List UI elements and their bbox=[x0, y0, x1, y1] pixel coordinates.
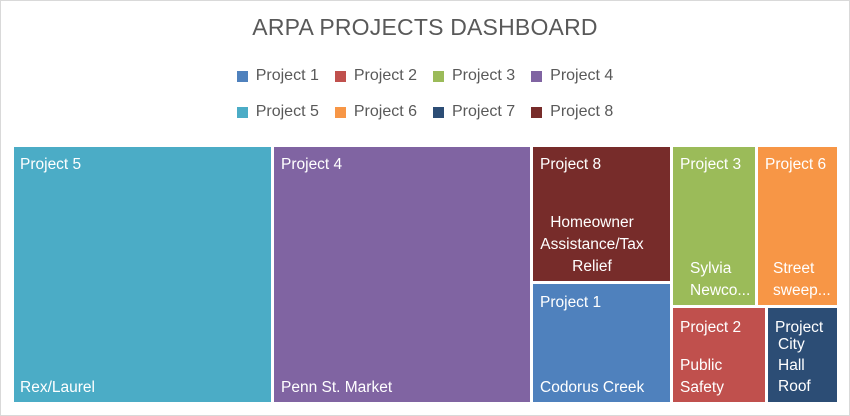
treemap-rect bbox=[758, 147, 837, 305]
treemap-tile-project-8: Project 8 Homeowner Assistance/Tax Relief bbox=[533, 147, 670, 281]
legend-swatch bbox=[236, 70, 248, 82]
treemap-rect bbox=[14, 147, 271, 402]
treemap-rect bbox=[673, 308, 765, 402]
treemap-tile-project-2: Project 2 Public Safety bbox=[673, 308, 765, 402]
legend-label: Project 5 bbox=[255, 103, 319, 120]
tile-item-label: Rex/Laurel bbox=[20, 379, 95, 396]
legend-swatch bbox=[433, 70, 444, 82]
legend-item-project-1: Project 1 bbox=[236, 67, 319, 85]
legend-label: Project 7 bbox=[452, 103, 516, 120]
legend-swatch bbox=[433, 106, 444, 118]
legend-item-project-5: Project 5 bbox=[236, 103, 319, 121]
tile-item-label: Penn St. Market bbox=[281, 379, 393, 396]
legend-label: Project 3 bbox=[452, 67, 516, 84]
legend-item-project-8: Project 8 bbox=[531, 103, 613, 121]
legend-swatch bbox=[531, 106, 543, 118]
legend-item-project-3: Project 3 bbox=[433, 67, 515, 85]
legend-row-1: Project 1 Project 2 Project 3 Project 4 bbox=[0, 67, 850, 85]
tile-series-label: Project 1 bbox=[540, 294, 601, 311]
treemap-tile-project-3: Project 3 Sylvia Newco... bbox=[673, 147, 755, 305]
legend-item-project-6: Project 6 bbox=[334, 103, 417, 121]
legend-label: Project 8 bbox=[550, 103, 614, 120]
tile-item-label: Sylvia Newco... bbox=[690, 260, 750, 299]
legend-swatch bbox=[236, 106, 248, 118]
legend-label: Project 6 bbox=[353, 103, 417, 120]
tile-series-label: Project 4 bbox=[281, 156, 343, 173]
legend-item-project-4: Project 4 bbox=[531, 67, 613, 85]
tile-item-label: Public Safety bbox=[680, 357, 724, 396]
chart-title: ARPA PROJECTS DASHBOARD bbox=[252, 14, 598, 40]
tile-item-label: Codorus Creek bbox=[540, 379, 644, 396]
legend-label: Project 2 bbox=[353, 67, 417, 84]
legend-item-project-2: Project 2 bbox=[334, 67, 417, 85]
tile-item-label: Homeowner Assistance/Tax Relief bbox=[540, 214, 644, 275]
treemap-rect bbox=[533, 284, 670, 402]
treemap-rect bbox=[673, 147, 755, 305]
treemap-tile-project-5: Project 5 Rex/Laurel bbox=[14, 147, 271, 402]
tile-item-label: City Hall Roof bbox=[778, 336, 811, 395]
tile-series-label: Project 2 bbox=[680, 319, 741, 336]
treemap-rect bbox=[533, 147, 670, 281]
tile-series-label: Project 8 bbox=[540, 156, 601, 173]
tile-series-label: Project bbox=[775, 319, 824, 336]
legend-row-2: Project 5 Project 6 Project 7 Project 8 bbox=[0, 103, 850, 121]
treemap-tile-project-6: Project 6 Street sweep... bbox=[758, 147, 837, 305]
treemap-tile-project-1: Project 1 Codorus Creek bbox=[533, 284, 670, 402]
legend-swatch bbox=[334, 70, 346, 82]
tile-item-label: Street sweep... bbox=[773, 260, 831, 299]
tile-series-label: Project 3 bbox=[680, 156, 741, 173]
treemap-rect bbox=[274, 147, 530, 402]
legend-swatch bbox=[531, 70, 543, 82]
legend-label: Project 1 bbox=[255, 67, 319, 84]
legend-label: Project 4 bbox=[550, 67, 614, 84]
treemap-rect bbox=[768, 308, 837, 402]
tile-series-label: Project 5 bbox=[20, 156, 81, 173]
legend-item-project-7: Project 7 bbox=[433, 103, 515, 121]
legend-swatch bbox=[334, 106, 346, 118]
tile-series-label: Project 6 bbox=[765, 156, 826, 173]
treemap-tile-project-4: Project 4 Penn St. Market bbox=[274, 147, 530, 402]
